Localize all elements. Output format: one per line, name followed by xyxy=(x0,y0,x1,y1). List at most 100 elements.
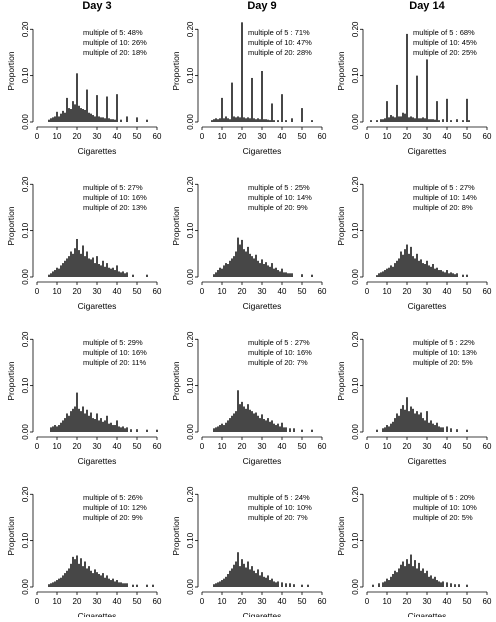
panel-6-annotation-2: multiple of 10: 14% xyxy=(413,193,477,202)
panel-2-bar-45 xyxy=(291,118,293,122)
panel-4-annotation-3: multiple of 20: 13% xyxy=(83,203,147,212)
panel-2-annotation-1: multiple of 5 : 71% xyxy=(248,28,310,37)
panel-1-bar-50 xyxy=(136,117,138,122)
panel-3-bar-42 xyxy=(450,120,452,122)
panel-3-annotation-1: multiple of 5 : 68% xyxy=(413,28,475,37)
panel-6-bar-32 xyxy=(430,266,432,277)
panel-7-x-axis-label: Cigarettes xyxy=(78,456,117,466)
panel-9-bar-45 xyxy=(456,429,458,432)
panel-3-bar-27 xyxy=(420,118,422,122)
panel-4-y-tick-label-0: 0.00 xyxy=(21,269,30,285)
panel-9-y-tick-label-1: 0.10 xyxy=(351,377,360,393)
panel-5-bar-25 xyxy=(251,256,253,277)
panel-1-x-tick-label-0: 0 xyxy=(35,132,40,141)
panel-6-bar-23 xyxy=(412,256,414,277)
panel-5-bar-37 xyxy=(275,267,277,277)
panel-9-bar-5 xyxy=(376,429,378,432)
panel-11-x-tick-label-5: 50 xyxy=(298,597,307,606)
panel-7-bar-8 xyxy=(52,426,54,432)
panel-10-bar-29 xyxy=(94,569,96,587)
panel-4-x-tick-label-1: 10 xyxy=(53,287,62,296)
panel-6-y-tick-label-0: 0.00 xyxy=(351,269,360,285)
panel-11-x-tick-label-4: 40 xyxy=(278,597,287,606)
panel-8-bar-39 xyxy=(279,426,281,432)
panel-7-bar-44 xyxy=(124,428,126,432)
panel-12-bar-46 xyxy=(458,584,460,587)
panel-3-y-axis-label: Proportion xyxy=(336,51,346,90)
panel-11-y-axis-label: Proportion xyxy=(171,516,181,555)
panel-1-bar-16 xyxy=(68,108,70,122)
panel-6-bar-43 xyxy=(452,273,454,277)
panel-10-x-axis-label: Cigarettes xyxy=(78,611,117,617)
panel-11-bar-8 xyxy=(217,582,219,587)
panel-10-bar-31 xyxy=(98,574,100,587)
panel-6-bar-40 xyxy=(446,270,448,277)
panel-9-bar-27 xyxy=(420,412,422,432)
panel-5-bar-30 xyxy=(261,259,263,277)
panel-10-bar-40 xyxy=(116,580,118,587)
panel-9-bar-15 xyxy=(396,413,398,432)
panel-9-bar-35 xyxy=(436,422,438,432)
panel-2-bar-34 xyxy=(269,120,271,122)
panel-4-bar-18 xyxy=(72,253,74,277)
panel-12-y-tick-label-2: 0.20 xyxy=(351,486,360,502)
panel-7-bar-21 xyxy=(78,408,80,432)
panel-4-bar-34 xyxy=(104,266,106,277)
panel-5-x-tick-label-5: 50 xyxy=(298,287,307,296)
panel-4-bar-31 xyxy=(98,264,100,277)
panel-9-x-tick-label-3: 30 xyxy=(423,442,432,451)
panel-10-x-tick-label-0: 0 xyxy=(35,597,40,606)
panel-11-bar-30 xyxy=(261,572,263,587)
panel-6-bar-38 xyxy=(442,271,444,277)
panel-10-x-tick-label-6: 60 xyxy=(153,597,162,606)
panel-12-bar-35 xyxy=(436,580,438,587)
panel-7-bar-60 xyxy=(156,429,158,432)
panel-10-bar-48 xyxy=(132,584,134,587)
panel-3-bar-5 xyxy=(376,120,378,122)
panel-1-x-tick-label-6: 60 xyxy=(153,132,162,141)
panel-10-bar-18 xyxy=(72,556,74,587)
panel-12-bar-34 xyxy=(434,576,436,587)
panel-2-bar-19 xyxy=(239,117,241,122)
panel-2-x-tick-label-3: 30 xyxy=(258,132,267,141)
panel-3-bar-12 xyxy=(390,115,392,122)
panel-1-y-tick-label-2: 0.20 xyxy=(21,21,30,37)
panel-2-bar-13 xyxy=(227,118,229,122)
panel-9-bar-20 xyxy=(406,397,408,432)
panel-4-bar-38 xyxy=(112,267,114,277)
panel-12-bar-38 xyxy=(442,581,444,587)
panel-3-x-tick-label-6: 60 xyxy=(483,132,492,141)
panel-10-bar-20 xyxy=(76,555,78,587)
panel-10-bar-58 xyxy=(152,584,154,587)
panel-1-bar-32 xyxy=(100,117,102,122)
panel-1-x-axis-label: Cigarettes xyxy=(78,146,117,156)
panel-3-x-tick-label-1: 10 xyxy=(383,132,392,141)
panel-9-bar-17 xyxy=(400,408,402,432)
panel-12-bar-26 xyxy=(418,562,420,587)
panel-8-bar-40 xyxy=(281,422,283,432)
panel-11-bar-32 xyxy=(265,577,267,587)
panel-3-bar-31 xyxy=(428,119,430,122)
panel-2-annotation-3: multiple of 20: 28% xyxy=(248,48,312,57)
panel-3-bar-15 xyxy=(396,84,398,122)
panel-6-annotation-1: multiple of 5 : 27% xyxy=(413,183,475,192)
panel-4-bar-13 xyxy=(62,263,64,277)
panel-11-y-tick-label-0: 0.00 xyxy=(186,579,195,595)
panel-7-bar-20 xyxy=(76,392,78,432)
panel-10-x-tick-label-4: 40 xyxy=(113,597,122,606)
panel-11-bar-16 xyxy=(233,564,235,587)
panel-7-bar-32 xyxy=(100,418,102,432)
panel-6-x-tick-label-4: 40 xyxy=(443,287,452,296)
panel-4-x-tick-label-2: 20 xyxy=(73,287,82,296)
panel-9-bar-19 xyxy=(404,409,406,432)
panel-8-bar-30 xyxy=(261,414,263,432)
panel-4-bar-19 xyxy=(74,248,76,277)
panel-3-bar-7 xyxy=(380,119,382,122)
panel-3-x-axis-label: Cigarettes xyxy=(408,146,447,156)
panel-12-bar-33 xyxy=(432,578,434,587)
panel-4-bar-21 xyxy=(78,250,80,277)
panel-4-x-axis-label: Cigarettes xyxy=(78,301,117,311)
panel-3-bar-14 xyxy=(394,117,396,122)
panel-10-bar-35 xyxy=(106,575,108,587)
panel-7-annotation-3: multiple of 20: 11% xyxy=(83,358,147,367)
